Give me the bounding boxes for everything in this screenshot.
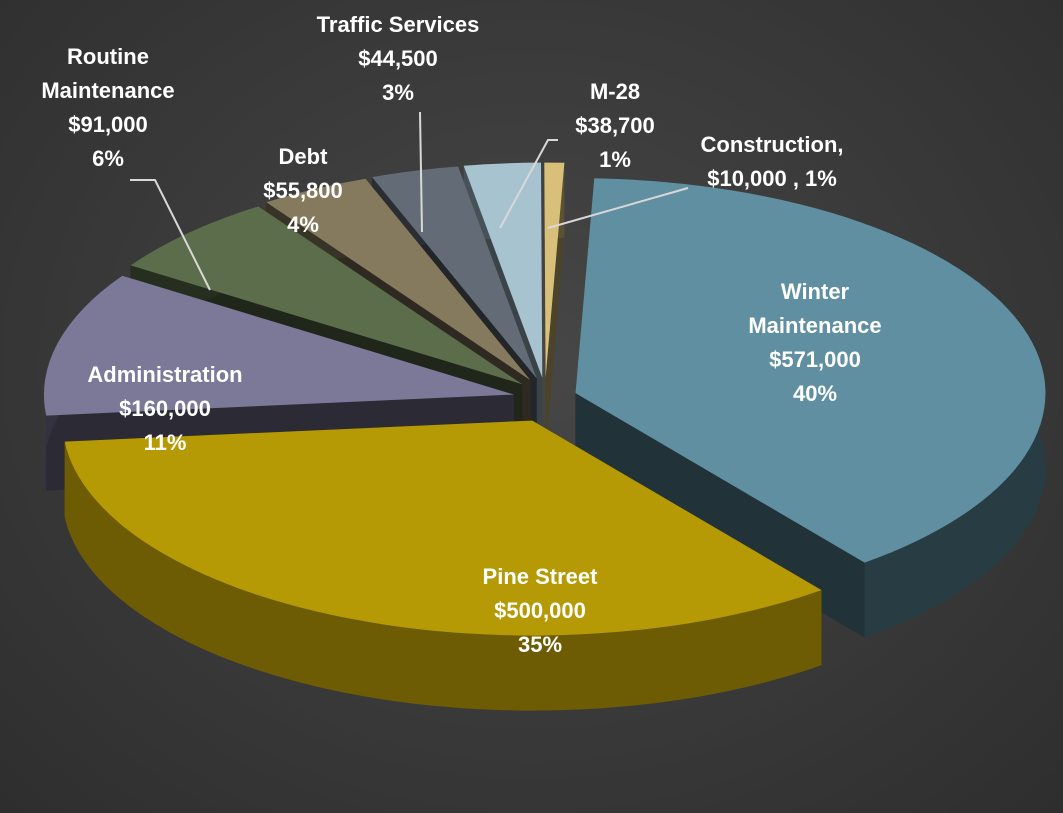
category-label: Routine Maintenance [41,44,175,103]
value-label: $10,000 , [707,166,799,191]
category-label: Traffic Services [316,12,480,37]
slice-label: Construction, $10,000 , 1% [662,128,882,196]
category-label: Construction, [700,132,844,157]
leader-line [499,139,558,229]
percent-label: 35% [517,632,563,657]
slice-side [64,441,822,711]
slice-label: Traffic Services $44,500 3% [288,8,508,110]
value-label: $55,800 [263,178,343,203]
slice-top [575,178,1046,563]
value-label: $500,000 [494,598,586,623]
value-label: $91,000 [68,112,148,137]
percent-label: 1% [804,166,837,191]
pie-slice [64,420,822,711]
percent-label: 6% [92,146,124,171]
leader-line [130,179,211,291]
percent-label: 1% [599,147,631,172]
category-label: Debt [278,144,328,169]
slice-top [43,275,514,416]
category-label: Winter Maintenance [748,279,882,338]
slice-label: Routine Maintenance $91,000 6% [13,40,203,176]
percent-label: 11% [143,430,187,455]
percent-label: 3% [382,80,414,105]
slice-label: Administration $160,000 11% [55,358,275,460]
slice-top [130,206,523,385]
value-label: $38,700 [575,113,655,138]
leader-line [419,111,423,233]
value-line: $10,000 , 1% [662,162,882,196]
pie [43,162,1046,711]
slice-top [463,162,543,378]
slice-label: Winter Maintenance $571,000 40% [720,275,910,411]
slice-label: Debt $55,800 4% [243,140,363,242]
category-label: M-28 [589,79,641,104]
slice-label: M-28 $38,700 1% [555,75,675,177]
slice-top [266,178,531,381]
value-label: $44,500 [358,46,438,71]
percent-label: 4% [287,212,319,237]
percent-label: 40% [792,381,838,406]
slice-top [544,162,565,378]
category-label: Administration [87,362,243,387]
pie-slice [544,162,565,453]
slice-top [371,166,537,379]
slice-top [64,420,822,636]
slice-label: Pine Street $500,000 35% [440,560,640,662]
leader-line [547,187,689,229]
value-label: $571,000 [769,347,861,372]
leader-lines [130,111,689,291]
category-label: Pine Street [482,564,598,589]
value-label: $160,000 [119,396,211,421]
